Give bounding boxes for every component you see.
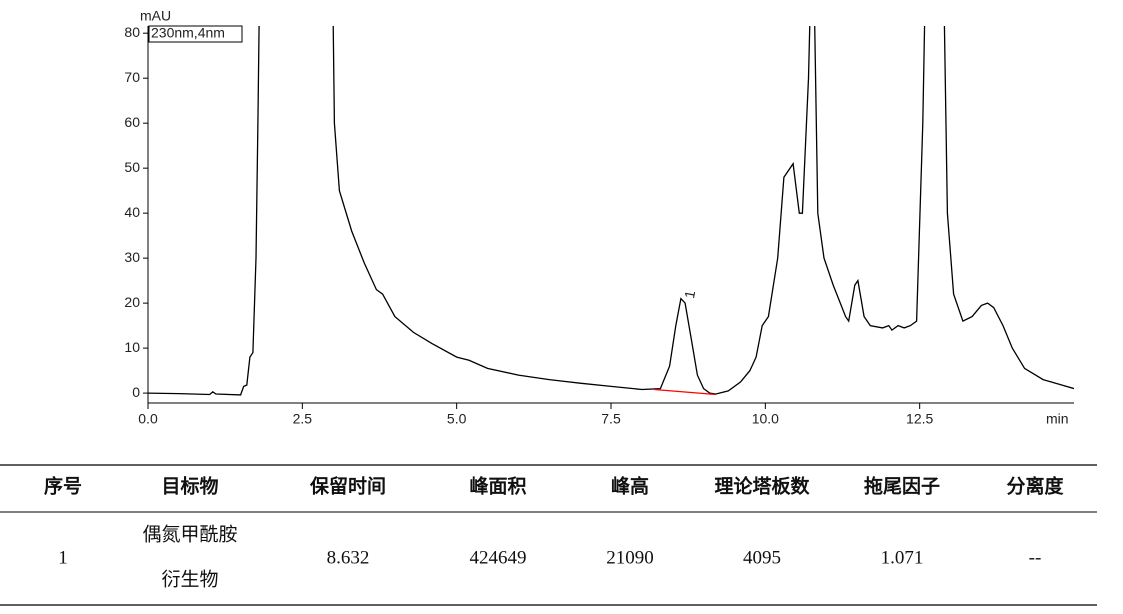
trace [148, 26, 1074, 396]
x-tick-label: 0.0 [138, 411, 158, 427]
y-tick-label: 0 [132, 384, 140, 400]
table-header: 分离度 [1006, 474, 1064, 497]
table-header: 峰高 [611, 474, 649, 497]
table-cell: 8.632 [327, 547, 370, 568]
table-cell: 21090 [606, 547, 654, 568]
x-tick-label: 5.0 [447, 411, 467, 427]
y-tick-label: 60 [124, 114, 140, 130]
table-cell: 4095 [743, 547, 781, 568]
trace [654, 388, 716, 396]
table-cell: -- [1029, 547, 1042, 568]
table-cell: 偶氮甲酰胺 [142, 523, 237, 545]
table-header: 理论塔板数 [714, 474, 810, 497]
table-header: 目标物 [161, 474, 218, 497]
y-tick-label: 10 [124, 339, 140, 355]
x-axis-label: min [1046, 411, 1069, 427]
table-header: 保留时间 [309, 474, 386, 497]
table-header: 峰面积 [469, 474, 526, 497]
table-cell: 衍生物 [161, 568, 218, 590]
legend-box [148, 25, 243, 43]
table-header: 拖尾因子 [864, 474, 940, 497]
table-cell: 1.071 [881, 547, 924, 568]
table-cell: 424649 [470, 547, 527, 568]
x-tick-label: 2.5 [293, 411, 313, 427]
table-header: 序号 [44, 474, 82, 497]
y-tick-label: 50 [124, 159, 140, 175]
y-tick-label: 20 [124, 294, 140, 310]
x-tick-label: 7.5 [601, 411, 621, 427]
peak-label: 1 [681, 289, 698, 300]
y-tick-label: 30 [124, 249, 140, 265]
y-tick-label: 70 [124, 69, 140, 85]
y-tick-label: 80 [124, 24, 140, 40]
table-cell: 1 [58, 547, 68, 568]
y-axis-label: mAU [140, 8, 171, 24]
x-tick-label: 12.5 [906, 411, 933, 427]
x-tick-label: 10.0 [752, 411, 779, 427]
legend-text: 230nm,4nm [151, 25, 225, 41]
y-tick-label: 40 [124, 204, 140, 220]
